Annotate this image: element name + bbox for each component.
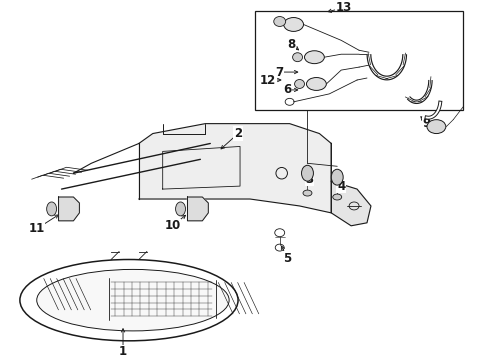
Polygon shape (188, 197, 208, 221)
Text: 3: 3 (305, 173, 314, 186)
Text: 8: 8 (288, 38, 296, 51)
Polygon shape (139, 123, 331, 213)
Ellipse shape (284, 18, 303, 31)
Text: 1: 1 (119, 345, 127, 358)
Text: 9: 9 (422, 117, 431, 130)
Ellipse shape (333, 194, 342, 200)
Text: 13: 13 (336, 1, 352, 14)
Ellipse shape (304, 51, 324, 64)
Bar (255, 10, 463, 110)
Text: 5: 5 (284, 252, 292, 265)
Ellipse shape (331, 169, 343, 185)
Polygon shape (59, 197, 79, 221)
Ellipse shape (274, 17, 286, 26)
Text: 10: 10 (165, 219, 181, 232)
Ellipse shape (303, 190, 312, 196)
Ellipse shape (37, 269, 229, 331)
Text: 12: 12 (260, 73, 276, 86)
Polygon shape (331, 144, 371, 226)
Ellipse shape (175, 202, 186, 216)
Ellipse shape (301, 165, 314, 181)
Ellipse shape (306, 77, 326, 90)
Text: 2: 2 (234, 127, 242, 140)
Text: 4: 4 (337, 180, 345, 193)
Ellipse shape (294, 80, 304, 89)
Ellipse shape (427, 120, 446, 134)
Ellipse shape (293, 53, 302, 62)
Text: 6: 6 (284, 84, 292, 96)
Ellipse shape (47, 202, 56, 216)
Text: 7: 7 (276, 66, 284, 78)
Text: 11: 11 (28, 222, 45, 235)
